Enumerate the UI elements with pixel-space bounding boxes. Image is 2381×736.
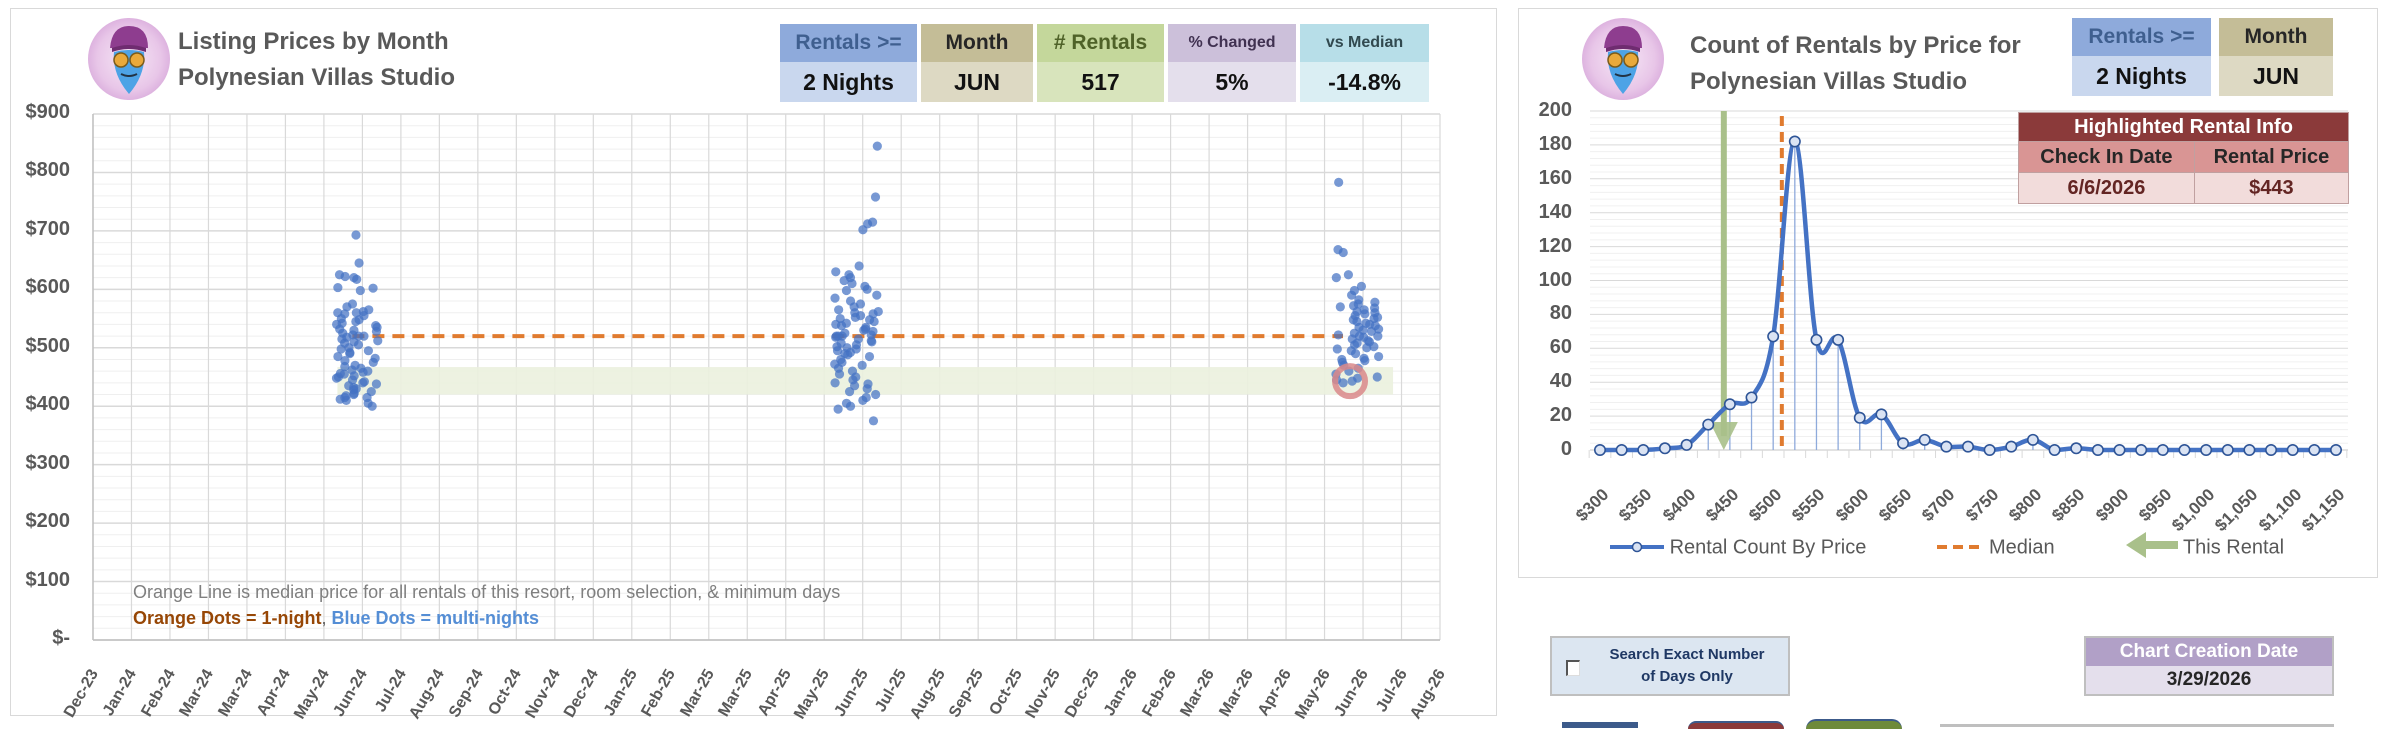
legend-series-label: Rental Count By Price bbox=[1670, 536, 1867, 558]
rental-count-point bbox=[1725, 399, 1735, 409]
rental-count-point bbox=[2244, 445, 2254, 455]
rental-count-point bbox=[1855, 413, 1865, 423]
highlight-header: Highlighted Rental Info bbox=[2019, 113, 2349, 142]
highlighted-rental-info: Highlighted Rental Info Check In Date Re… bbox=[2018, 112, 2349, 204]
exact-days-label-line-2: of Days Only bbox=[1592, 666, 1782, 688]
rental-count-point bbox=[2288, 445, 2298, 455]
rental-count-point bbox=[1703, 419, 1713, 429]
rental-count-point bbox=[1984, 445, 1994, 455]
rental-count-point bbox=[2201, 445, 2211, 455]
rental-count-point bbox=[2136, 445, 2146, 455]
rental-count-point bbox=[2114, 445, 2124, 455]
rental-count-point bbox=[1811, 335, 1821, 345]
check-in-date-value: 6/6/2026 bbox=[2019, 173, 2195, 204]
rental-price-value: $443 bbox=[2194, 173, 2348, 204]
rental-count-point bbox=[2309, 445, 2319, 455]
chart-legend: Rental Count By Price Median This Rental bbox=[1610, 530, 2284, 566]
rental-count-point bbox=[1876, 409, 1886, 419]
rental-count-point bbox=[1638, 445, 1648, 455]
rental-count-point bbox=[2266, 445, 2276, 455]
rental-count-point bbox=[2093, 445, 2103, 455]
legend-this-rental-label: This Rental bbox=[2183, 536, 2284, 558]
rental-count-point bbox=[1833, 335, 1843, 345]
rental-count-point bbox=[2179, 445, 2189, 455]
blue-nav-button[interactable] bbox=[1562, 722, 1638, 728]
rental-count-point bbox=[1616, 445, 1626, 455]
check-in-header: Check In Date bbox=[2019, 142, 2195, 173]
legend-median-label: Median bbox=[1989, 536, 2055, 558]
rental-count-point bbox=[2158, 445, 2168, 455]
rental-count-point bbox=[2071, 443, 2081, 453]
rental-count-point bbox=[1595, 445, 1605, 455]
rental-count-point bbox=[1768, 331, 1778, 341]
chart-creation-date-box: Chart Creation Date 3/29/2026 bbox=[2084, 636, 2334, 696]
legend-series-marker-icon bbox=[1610, 537, 1664, 560]
exact-days-label-line-1: Search Exact Number bbox=[1592, 644, 1782, 666]
legend-median-marker-icon bbox=[1937, 537, 1983, 560]
rental-count-point bbox=[2049, 445, 2059, 455]
rental-count-point bbox=[2028, 435, 2038, 445]
exact-days-label: Search Exact Number of Days Only bbox=[1592, 644, 1782, 688]
rental-count-point bbox=[1963, 441, 1973, 451]
rental-count-point bbox=[1941, 441, 1951, 451]
rental-count-point bbox=[1920, 435, 1930, 445]
exact-days-option[interactable]: Search Exact Number of Days Only bbox=[1550, 636, 1790, 696]
rental-count-point bbox=[1790, 136, 1800, 146]
rental-count-point bbox=[2223, 445, 2233, 455]
green-nav-button[interactable] bbox=[1806, 719, 1902, 729]
legend-this-rental-arrow-icon bbox=[2126, 530, 2178, 566]
chart-creation-label: Chart Creation Date bbox=[2086, 638, 2332, 666]
rental-count-point bbox=[1898, 438, 1908, 448]
rental-count-point bbox=[2006, 441, 2016, 451]
red-nav-button[interactable] bbox=[1688, 721, 1784, 729]
rental-count-point bbox=[1681, 440, 1691, 450]
rental-count-point bbox=[1746, 392, 1756, 402]
exact-days-checkbox[interactable] bbox=[1566, 660, 1580, 676]
chart-creation-date: 3/29/2026 bbox=[2086, 666, 2332, 694]
rental-price-header: Rental Price bbox=[2194, 142, 2348, 173]
rental-count-point bbox=[1660, 443, 1670, 453]
rental-count-point bbox=[2331, 445, 2341, 455]
